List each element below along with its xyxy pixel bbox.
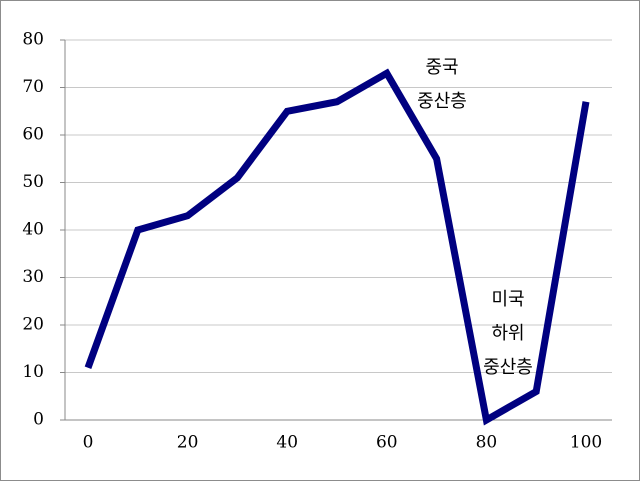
y-tick-label: 60 (22, 125, 44, 145)
data-line (84, 68, 590, 426)
x-tick-label: 0 (83, 433, 94, 453)
annotation: 하위 (491, 323, 524, 344)
annotation: 중산층 (483, 357, 533, 378)
x-tick-label: 20 (177, 433, 199, 453)
y-tick-label: 20 (22, 315, 44, 335)
x-tick-label: 80 (476, 433, 498, 453)
y-tick-label: 0 (33, 410, 44, 430)
y-tick-label: 30 (22, 267, 44, 287)
x-tick-label: 100 (570, 433, 602, 453)
x-tick-label: 60 (376, 433, 398, 453)
annotation: 중국 (425, 57, 458, 78)
y-tick-label: 50 (22, 172, 44, 192)
y-tick-label: 80 (22, 30, 44, 50)
y-tick-label: 70 (22, 77, 44, 97)
y-tick-label: 10 (22, 362, 44, 382)
annotation: 중산층 (417, 91, 467, 112)
y-tick-label: 40 (22, 220, 44, 240)
annotation: 미국 (491, 289, 524, 310)
x-tick-label: 40 (276, 433, 298, 453)
